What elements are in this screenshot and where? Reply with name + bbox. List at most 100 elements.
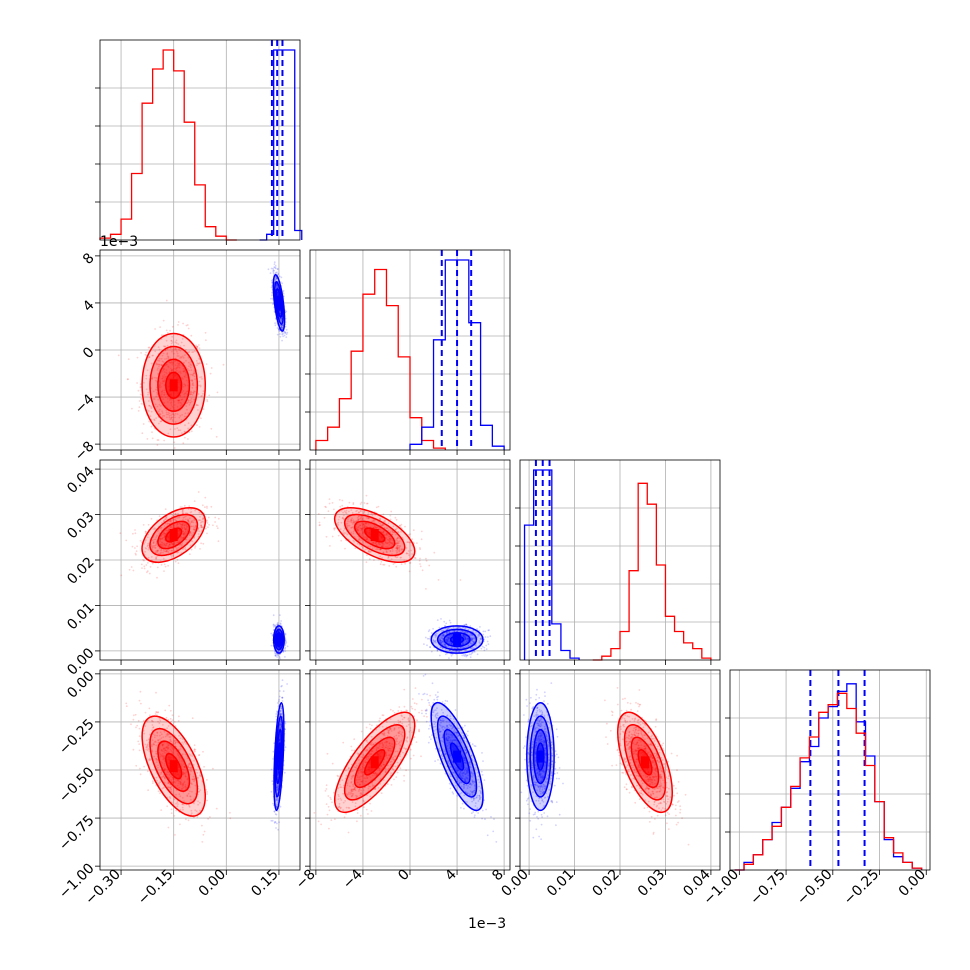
scatter-point bbox=[365, 536, 368, 538]
scatter-point bbox=[276, 291, 279, 293]
scatter-point bbox=[381, 524, 383, 526]
scatter-point bbox=[160, 529, 163, 532]
scatter-point bbox=[274, 276, 277, 279]
scatter-point bbox=[174, 412, 177, 415]
scatter-point bbox=[177, 525, 180, 528]
scatter-point bbox=[284, 331, 286, 333]
scatter-point bbox=[365, 516, 368, 519]
scatter-point bbox=[197, 404, 199, 407]
scatter-point bbox=[333, 528, 336, 531]
scatter-point bbox=[170, 554, 173, 556]
scatter-point bbox=[387, 557, 389, 559]
scatter-point bbox=[152, 390, 155, 393]
scatter-point bbox=[206, 519, 208, 522]
scatter-point bbox=[382, 513, 385, 516]
scatter-point bbox=[276, 285, 279, 287]
scatter-point bbox=[324, 505, 327, 508]
scatter-point bbox=[171, 418, 174, 421]
scatter-point bbox=[163, 518, 166, 521]
scatter-point bbox=[179, 357, 181, 359]
scatter-point bbox=[145, 351, 148, 354]
scatter-point bbox=[181, 527, 184, 530]
scatter-point bbox=[271, 633, 274, 636]
scatter-point bbox=[182, 322, 185, 325]
scatter-point bbox=[281, 324, 284, 327]
scatter-point bbox=[367, 522, 370, 525]
scatter-point bbox=[183, 526, 186, 529]
scatter-point bbox=[438, 626, 441, 629]
scatter-point bbox=[181, 512, 184, 515]
scatter-point bbox=[177, 546, 180, 549]
scatter-point bbox=[167, 411, 170, 414]
scatter-point bbox=[144, 711, 147, 714]
scatter-point bbox=[365, 561, 368, 564]
scatter-point bbox=[449, 621, 452, 624]
scatter-point bbox=[285, 310, 288, 313]
scatter-point bbox=[117, 354, 120, 357]
scatter-point bbox=[182, 533, 185, 535]
scatter-point bbox=[154, 403, 157, 406]
histogram-series bbox=[315, 268, 446, 450]
scatter-point bbox=[159, 384, 162, 386]
scatter-point bbox=[352, 502, 355, 504]
scatter-point bbox=[140, 352, 143, 354]
scatter-point bbox=[149, 566, 152, 568]
scatter-point bbox=[160, 420, 163, 422]
scatter-point bbox=[171, 411, 173, 414]
scatter-point bbox=[280, 620, 282, 622]
scatter-point bbox=[193, 529, 196, 532]
scatter-point bbox=[277, 293, 279, 296]
scatter-point bbox=[396, 542, 398, 544]
scatter-point bbox=[151, 562, 154, 565]
scatter-point bbox=[164, 523, 167, 525]
scatter-point bbox=[317, 513, 320, 515]
scatter-point bbox=[366, 554, 368, 556]
scatter-point bbox=[156, 566, 159, 569]
scatter-point bbox=[172, 525, 175, 528]
scatter-point bbox=[375, 544, 378, 546]
scatter-point bbox=[395, 518, 398, 521]
scatter-point bbox=[368, 558, 371, 561]
scatter-point bbox=[147, 391, 150, 394]
scatter-point bbox=[145, 377, 148, 380]
scatter-point bbox=[159, 538, 162, 541]
scatter-point bbox=[374, 527, 377, 529]
scatter-point bbox=[284, 332, 287, 334]
scatter-point bbox=[280, 324, 282, 327]
scatter-point bbox=[379, 543, 381, 546]
scatter-point bbox=[348, 524, 351, 527]
scatter-point bbox=[153, 545, 156, 547]
scatter-point bbox=[167, 545, 170, 548]
scatter-point bbox=[157, 790, 160, 793]
scatter-point bbox=[190, 393, 192, 396]
scatter-point bbox=[389, 530, 392, 533]
scatter-point bbox=[190, 521, 193, 524]
scatter-point bbox=[277, 293, 279, 296]
scatter-point bbox=[163, 550, 166, 553]
scatter-point bbox=[274, 654, 277, 657]
scatter-point bbox=[398, 524, 401, 527]
scatter-point bbox=[270, 297, 272, 300]
scatter-point bbox=[157, 553, 160, 555]
scatter-point bbox=[165, 411, 168, 414]
scatter-point bbox=[398, 548, 401, 551]
scatter-point bbox=[386, 542, 389, 544]
scatter-point bbox=[191, 519, 194, 522]
scatter-point bbox=[183, 504, 186, 507]
scatter-point bbox=[390, 558, 393, 561]
scatter-point bbox=[163, 532, 166, 535]
scatter-point bbox=[162, 545, 165, 547]
scatter-point bbox=[276, 273, 279, 276]
scatter-point bbox=[358, 517, 361, 520]
scatter-point bbox=[270, 632, 273, 635]
scatter-point bbox=[174, 512, 177, 515]
scatter-point bbox=[188, 403, 191, 406]
scatter-point bbox=[130, 566, 133, 568]
scatter-point bbox=[358, 532, 361, 535]
scatter-point bbox=[277, 293, 280, 296]
scatter-point bbox=[189, 363, 192, 365]
scatter-point bbox=[361, 524, 364, 526]
scatter-point bbox=[131, 545, 134, 548]
scatter-point bbox=[409, 562, 411, 565]
scatter-point bbox=[367, 511, 370, 514]
